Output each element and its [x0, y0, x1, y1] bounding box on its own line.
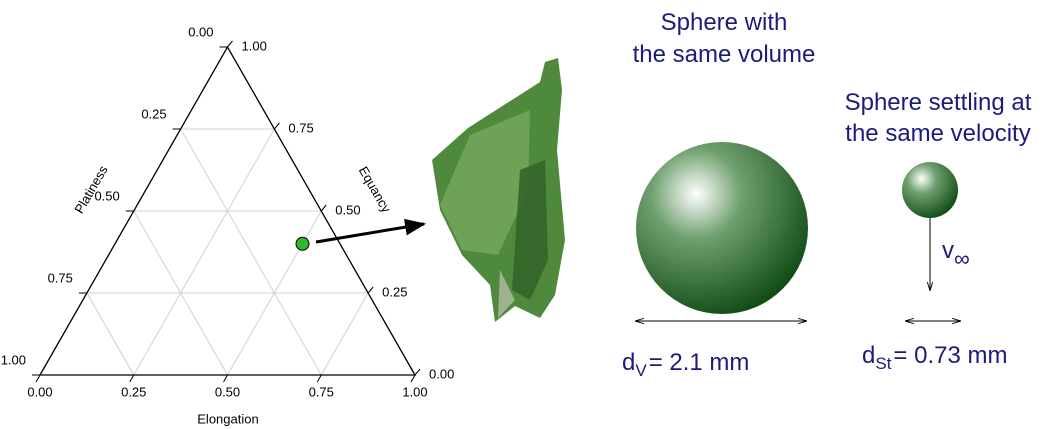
tick-mark [317, 375, 321, 382]
data-point [296, 237, 309, 250]
equancy-tick-label: 1.00 [242, 38, 267, 53]
subscript: St [875, 354, 891, 373]
figure: 0.000.250.500.751.000.000.250.500.751.00… [0, 0, 1054, 429]
elongation-tick-label: 0.00 [27, 384, 52, 399]
tick-mark [415, 369, 420, 375]
equancy-tick-label: 0.00 [429, 366, 454, 381]
grid-line [321, 293, 368, 375]
settling-title: Sphere settling at [845, 89, 1032, 116]
tick-mark [321, 205, 326, 211]
elongation-tick-label: 0.50 [215, 384, 240, 399]
tick-mark [274, 123, 279, 129]
platiness-tick-label: 1.00 [1, 352, 26, 367]
subscript: V [635, 361, 647, 380]
platiness-tick-label: 0.00 [188, 24, 213, 39]
pointer-arrow [316, 224, 424, 242]
platiness-tick-label: 0.25 [141, 106, 166, 121]
particle-photo [432, 58, 565, 322]
axis-title: Elongation [197, 411, 258, 426]
grid-line [134, 129, 275, 375]
symbol: d [622, 349, 635, 376]
tick-mark [228, 41, 233, 47]
tick-mark [411, 375, 415, 382]
equancy-tick-label: 0.25 [382, 284, 407, 299]
tick-mark [224, 375, 228, 382]
volume-title: Sphere with [661, 9, 788, 36]
value: = 0.73 mm [893, 342, 1007, 369]
subscript: ∞ [954, 246, 970, 271]
equancy-tick-label: 0.75 [288, 120, 313, 135]
volume-sphere [636, 142, 808, 314]
settling-title: the same velocity [845, 120, 1030, 147]
equancy-tick-label: 0.50 [335, 202, 360, 217]
elongation-tick-label: 0.25 [121, 384, 146, 399]
tick-mark [368, 287, 373, 293]
grid-line [87, 293, 134, 375]
volume-diameter: dV= 2.1 mm [622, 349, 749, 380]
platiness-tick-label: 0.75 [48, 270, 73, 285]
elongation-tick-label: 0.75 [309, 384, 334, 399]
volume-title: the same volume [633, 41, 816, 68]
value: = 2.1 mm [649, 349, 750, 376]
settling-sphere [902, 162, 958, 218]
symbol: v [942, 237, 954, 264]
velocity-label: v∞ [942, 237, 970, 271]
settling-diameter: dSt= 0.73 mm [862, 342, 1007, 373]
tick-mark [130, 375, 134, 382]
elongation-tick-label: 1.00 [402, 384, 427, 399]
tick-mark [36, 375, 40, 382]
grid-line [181, 129, 322, 375]
axis-title: Equancy [356, 164, 395, 216]
symbol: d [862, 342, 875, 369]
